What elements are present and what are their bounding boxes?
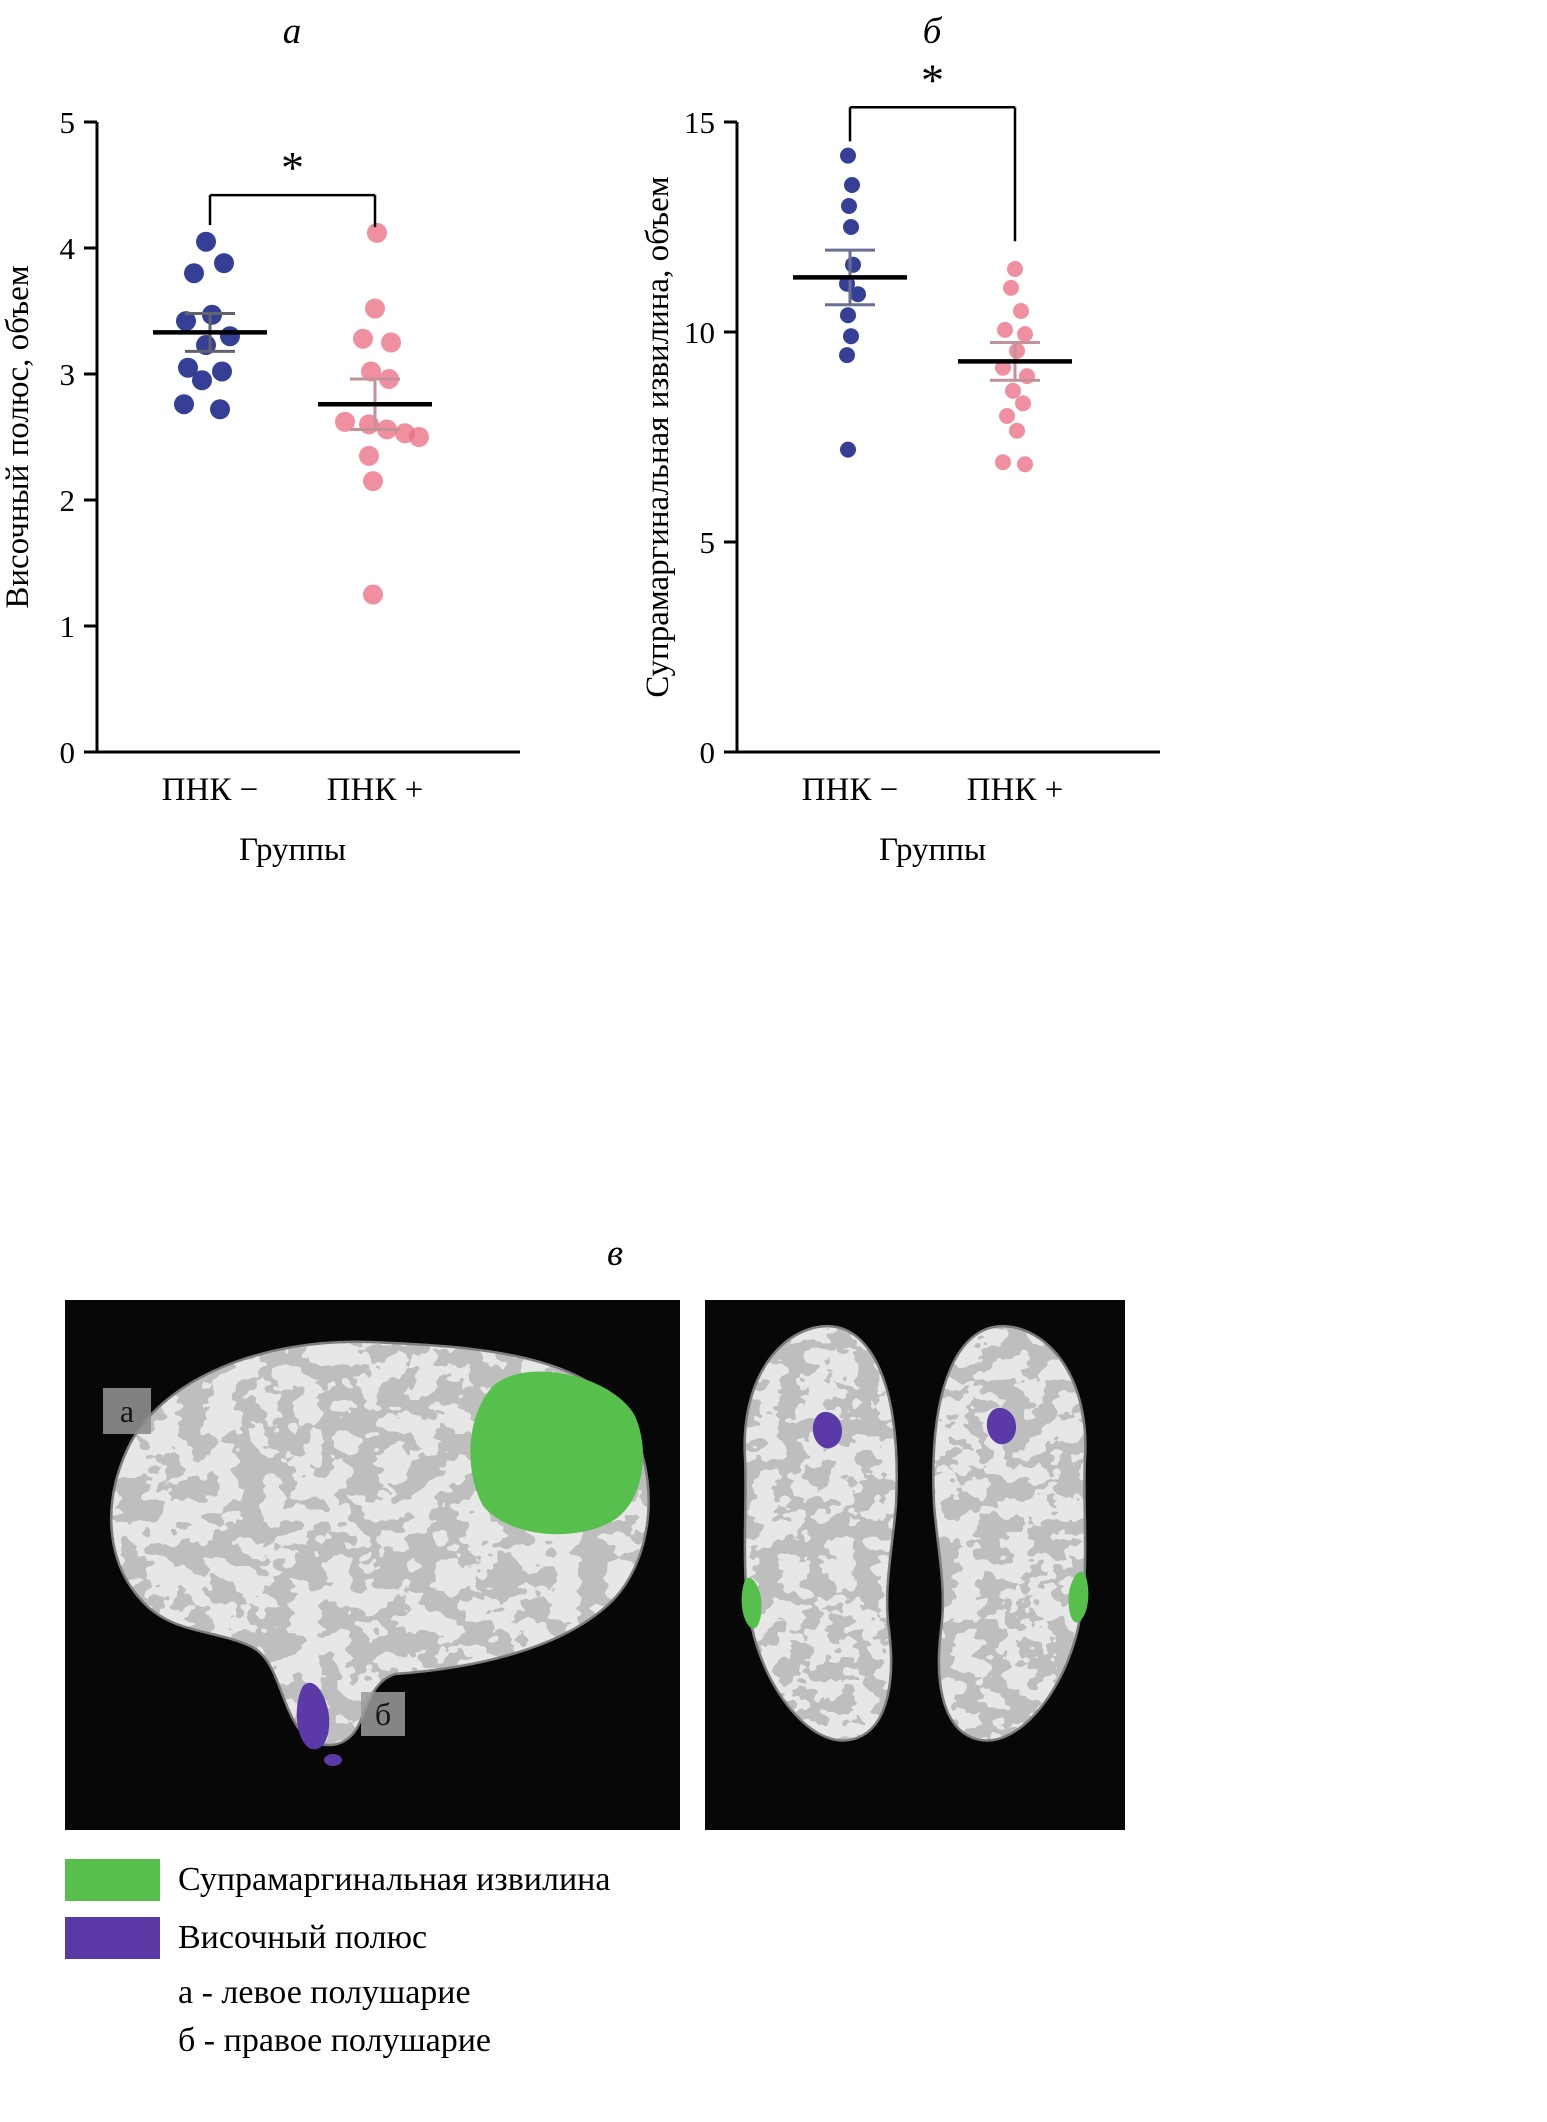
- svg-text:*: *: [281, 142, 304, 193]
- svg-text:ПНК +: ПНК +: [967, 772, 1064, 808]
- chart-temporal-pole: 0 1 2 3 4 5 ПНК − ПНК + * Группы Височный полюс, о…: [0, 105, 520, 868]
- hemisphere-left-texture: [744, 1326, 897, 1741]
- hemisphere-left-outline: [743, 1324, 898, 1742]
- temporal-spot-right: [986, 1407, 1017, 1445]
- hemisphere-right-texture: [933, 1326, 1086, 1741]
- temporal-pole-region: [296, 1682, 330, 1750]
- supramarginal-region: [470, 1371, 643, 1535]
- note-left-hemisphere: а - левое полушарие: [178, 1974, 471, 2011]
- svg-text:*: *: [921, 62, 944, 105]
- panel-c-title: в: [606, 1233, 624, 1274]
- svg-text:2: 2: [60, 483, 76, 518]
- svg-text:1: 1: [60, 609, 76, 644]
- panel-a: а 0 1 2 3 4 5 ПНК − ПНК + * Группы Височный полюс,…: [0, 10, 700, 910]
- panel-a-title: а: [282, 11, 302, 52]
- legend-row-temporal: Височный полюс: [65, 1916, 610, 1960]
- supramarginal-swatch: [65, 1859, 160, 1901]
- temporal-pole-swatch: [65, 1917, 160, 1959]
- brain-lateral-view: а б: [65, 1300, 680, 1830]
- temporal-pole-spot: [324, 1754, 342, 1766]
- svg-text:0: 0: [700, 735, 716, 770]
- label-a: а: [120, 1393, 134, 1429]
- supramarginal-sliver-left: [741, 1577, 762, 1629]
- brain-ventral-view: [705, 1300, 1125, 1830]
- svg-text:ПНК −: ПНК −: [802, 772, 899, 808]
- region-legend: Супрамаргинальная извилина Височный полю…: [65, 1858, 610, 2060]
- svg-text:5: 5: [60, 105, 76, 140]
- hemisphere-right-outline: [932, 1324, 1087, 1742]
- label-b: б: [375, 1696, 391, 1732]
- svg-text:3: 3: [60, 357, 76, 392]
- supramarginal-sliver-right: [1068, 1571, 1089, 1623]
- panel-b-title: б: [922, 11, 942, 52]
- temporal-spot-left: [812, 1411, 843, 1449]
- svg-text:4: 4: [60, 231, 76, 266]
- svg-text:Супрамаргинальная извилина, об: Супрамаргинальная извилина, объем: [640, 176, 676, 697]
- svg-text:Височный полюс, объем: Височный полюс, объем: [0, 265, 36, 608]
- svg-text:10: 10: [684, 315, 715, 350]
- supramarginal-label: Супрамаргинальная извилина: [178, 1861, 611, 1898]
- label-b-box: [361, 1692, 405, 1736]
- label-a-box: [103, 1388, 151, 1434]
- svg-text:15: 15: [684, 105, 715, 140]
- svg-text:ПНК +: ПНК +: [327, 772, 424, 808]
- temporal-pole-label: Височный полюс: [178, 1919, 428, 1956]
- svg-text:Группы: Группы: [879, 832, 986, 868]
- svg-text:Группы: Группы: [239, 832, 346, 868]
- panel-b: б 0 5 10 15 ПНК − ПНК + * Группы Супрамаргинальн…: [640, 10, 1340, 910]
- svg-text:0: 0: [60, 735, 76, 770]
- legend-row-supramarginal: Супрамаргинальная извилина: [65, 1858, 610, 1902]
- svg-text:ПНК −: ПНК −: [162, 772, 259, 808]
- svg-text:5: 5: [700, 525, 716, 560]
- note-right-hemisphere: б - правое полушарие: [178, 2022, 492, 2059]
- chart-supramarginal-gyrus: 0 5 10 15 ПНК − ПНК + * Группы Супрамаргинальная…: [640, 62, 1160, 868]
